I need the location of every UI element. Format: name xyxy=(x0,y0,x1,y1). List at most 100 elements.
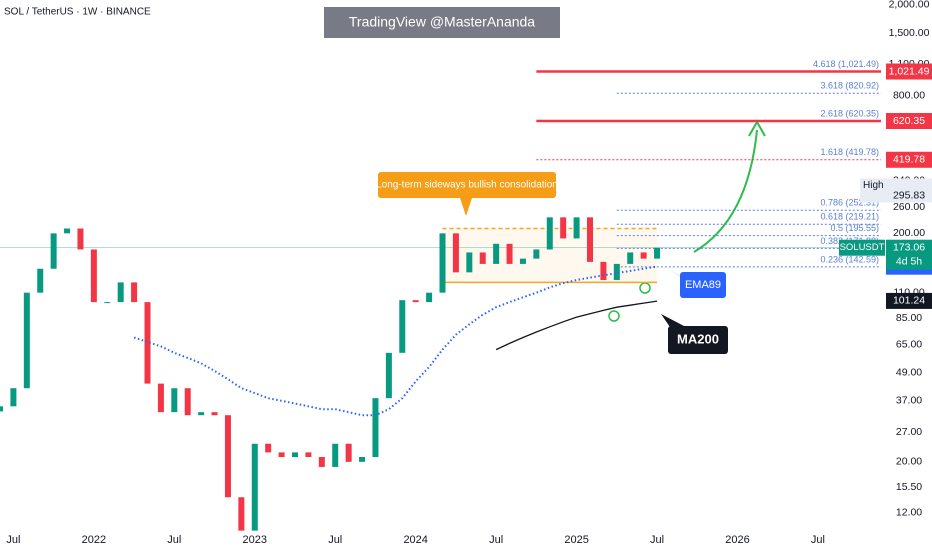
y-tick-label: 20.00 xyxy=(896,456,922,468)
price-bar xyxy=(560,217,567,239)
y-tick-label: 800.00 xyxy=(893,90,925,102)
last-price-box xyxy=(886,239,932,270)
price-bar xyxy=(546,217,553,250)
price-bar xyxy=(50,233,57,269)
ema-line xyxy=(133,265,658,417)
price-bar xyxy=(627,252,634,264)
fib-label: 0.236 (142.59) xyxy=(820,254,879,264)
watermark: TradingView @MasterAnanda xyxy=(349,14,535,30)
price-bar xyxy=(211,412,218,416)
price-label-box xyxy=(886,113,932,130)
fib-label: 0.618 (219.21) xyxy=(820,212,879,222)
price-label-box xyxy=(886,63,932,80)
price-bar xyxy=(10,388,17,407)
watermark-box xyxy=(324,7,560,38)
countdown: 4d 5h xyxy=(896,255,922,267)
price-bar xyxy=(292,452,298,458)
fib-label: 1.618 (419.78) xyxy=(820,147,879,157)
price-bar xyxy=(198,412,205,416)
price-bar xyxy=(23,292,30,389)
x-tick-label: 2026 xyxy=(725,534,749,546)
price-bar xyxy=(305,452,312,458)
price-bar xyxy=(265,443,272,453)
price-bar xyxy=(345,443,352,462)
x-tick-label: 2024 xyxy=(403,534,427,546)
x-tick-label: Jul xyxy=(650,534,664,546)
price-bar xyxy=(519,258,526,264)
price-bar xyxy=(479,252,486,264)
price-bar xyxy=(171,388,178,413)
price-bar xyxy=(332,443,339,467)
price-bar xyxy=(399,300,406,353)
x-tick-label: Jul xyxy=(811,534,825,546)
price-label: 620.35 xyxy=(893,115,925,127)
y-tick-label: 1,500.00 xyxy=(889,27,930,39)
x-tick-label: Jul xyxy=(328,534,342,546)
price-label: 101.24 xyxy=(893,295,925,307)
price-bar xyxy=(506,243,513,264)
price-bar xyxy=(251,443,258,531)
y-tick-label: 15.50 xyxy=(896,481,922,493)
ma-line xyxy=(495,300,658,351)
fib-label: 0.786 (252.31) xyxy=(820,198,879,208)
x-tick-label: Jul xyxy=(167,534,181,546)
fib-label: 4.618 (1,021.49) xyxy=(813,59,879,69)
fib-label: 2.618 (620.35) xyxy=(820,108,879,118)
ma-pointer xyxy=(661,314,684,330)
price-bar xyxy=(587,217,593,262)
high-box xyxy=(860,178,932,203)
price-bar xyxy=(600,261,607,280)
fib-label: 0.5 (195.55) xyxy=(830,223,879,233)
price-bar xyxy=(493,243,500,264)
x-tick-label: Jul xyxy=(489,534,503,546)
high-name: High xyxy=(863,180,884,191)
price-bar xyxy=(131,282,138,303)
fib-label: 3.618 (820.92) xyxy=(820,81,879,91)
ma-callout xyxy=(668,326,728,354)
price-label: 1,021.49 xyxy=(889,65,930,77)
price-bar xyxy=(533,249,540,259)
price-bar xyxy=(412,300,419,303)
price-label: 419.78 xyxy=(893,154,925,166)
price-bar xyxy=(37,268,44,293)
price-bar xyxy=(573,217,580,239)
x-tick-label: 2025 xyxy=(564,534,588,546)
y-tick-label: 260.00 xyxy=(893,201,925,213)
high-value: 295.83 xyxy=(893,189,925,201)
x-tick-label: Jul xyxy=(6,534,20,546)
price-bar xyxy=(426,292,433,303)
x-tick-label: 2022 xyxy=(82,534,106,546)
price-bar xyxy=(278,452,285,458)
price-bar xyxy=(640,252,647,259)
price-bar xyxy=(613,263,620,280)
chart-title: SOL / TetherUS · 1W · BINANCE xyxy=(4,7,151,18)
y-tick-label: 2,000.00 xyxy=(889,0,930,11)
y-tick-label: 85.00 xyxy=(896,312,922,324)
price-bar xyxy=(359,457,366,462)
x-tick-label: 2023 xyxy=(243,534,267,546)
projection-arrow xyxy=(693,129,758,253)
y-axis-panel xyxy=(886,0,932,550)
price-bar xyxy=(77,228,84,250)
y-tick-label: 200.00 xyxy=(893,227,925,239)
price-label-box xyxy=(886,292,932,309)
price-bar xyxy=(385,352,392,399)
price-bar xyxy=(64,228,71,234)
signal-icon xyxy=(608,310,620,322)
price-bar xyxy=(654,247,661,259)
price-bar xyxy=(466,252,473,273)
last-name-box xyxy=(839,239,885,256)
ma-label: MA200 xyxy=(677,331,719,346)
price-bar xyxy=(238,497,245,531)
price-bar xyxy=(372,398,379,458)
price-bar xyxy=(224,415,231,498)
consolidation-callout xyxy=(378,172,556,198)
price-bar xyxy=(318,457,325,467)
y-tick-label: 27.00 xyxy=(896,426,922,438)
ema-callout xyxy=(680,272,726,298)
price-bar xyxy=(104,302,111,304)
consolidation-label: Long-term sideways bullish consolidation xyxy=(376,180,558,191)
price-label-box xyxy=(886,151,932,168)
